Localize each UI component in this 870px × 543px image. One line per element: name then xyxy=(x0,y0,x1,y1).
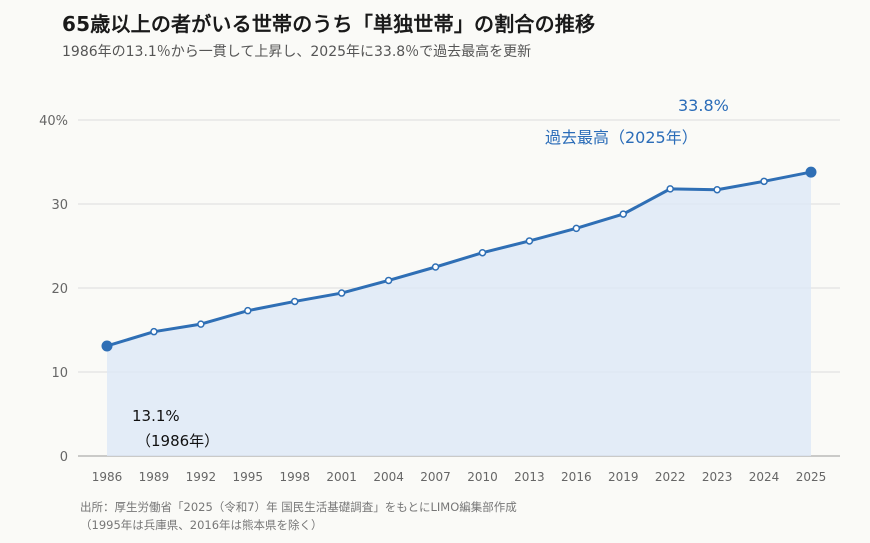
y-tick-label: 40% xyxy=(39,114,68,129)
x-tick-label: 1986 xyxy=(92,470,123,484)
end-label-annotation: 過去最高（2025年） xyxy=(545,128,698,147)
data-point xyxy=(619,210,628,218)
source-line: 出所：厚生労働省「2025（令和7）年 国民生活基礎調査」をもとにLIMO編集部… xyxy=(80,500,517,514)
x-tick-label: 2010 xyxy=(467,470,498,484)
data-point xyxy=(197,320,205,328)
source-footnote: （1995年は兵庫県、2016年は熊本県を除く） xyxy=(80,518,323,532)
x-tick-label: 2001 xyxy=(326,470,357,484)
y-tick-label: 10 xyxy=(51,366,68,381)
data-point xyxy=(384,276,393,285)
data-point xyxy=(337,289,346,297)
source-note: 出所：厚生労働省「2025（令和7）年 国民生活基礎調査」をもとにLIMO編集部… xyxy=(80,498,517,534)
data-point xyxy=(290,297,299,306)
x-tick-label: 1995 xyxy=(233,470,264,484)
x-tick-label: 2022 xyxy=(655,470,686,484)
series-line xyxy=(105,170,813,348)
data-point xyxy=(760,177,768,186)
data-point xyxy=(713,185,721,194)
x-tick-label: 2024 xyxy=(749,470,780,484)
y-tick-label: 20 xyxy=(51,282,68,297)
data-point xyxy=(525,237,534,245)
data-point xyxy=(244,306,252,315)
x-tick-label: 2013 xyxy=(514,470,545,484)
data-point xyxy=(572,224,581,233)
x-tick-label: 2004 xyxy=(373,470,404,484)
x-tick-label: 2025 xyxy=(796,470,827,484)
chart-title: 65歳以上の者がいる世帯のうち「単独世帯」の割合の推移 xyxy=(62,12,596,36)
x-tick-label: 2019 xyxy=(608,470,639,484)
chart-subtitle: 1986年の13.1％から一貫して上昇し、2025年に33.8％で過去最高を更新 xyxy=(62,44,532,60)
area-fill xyxy=(107,172,811,456)
data-point xyxy=(431,263,440,271)
x-tick-label: 1998 xyxy=(279,470,310,484)
x-tick-label: 2007 xyxy=(420,470,451,484)
data-point xyxy=(805,166,817,178)
x-tick-label: 1989 xyxy=(139,470,170,484)
x-tick-label: 2016 xyxy=(561,470,592,484)
end-value-annotation: 33.8% xyxy=(678,96,729,115)
start-label-annotation: （1986年） xyxy=(136,432,220,450)
data-point xyxy=(478,248,487,257)
y-tick-label: 30 xyxy=(51,198,68,213)
data-point xyxy=(150,327,158,336)
data-point xyxy=(666,185,674,193)
x-tick-label: 1992 xyxy=(186,470,217,484)
data-point xyxy=(101,340,113,352)
y-tick-label: 0 xyxy=(60,450,68,465)
start-value-annotation: 13.1% xyxy=(132,407,180,425)
x-tick-label: 2023 xyxy=(702,470,733,484)
